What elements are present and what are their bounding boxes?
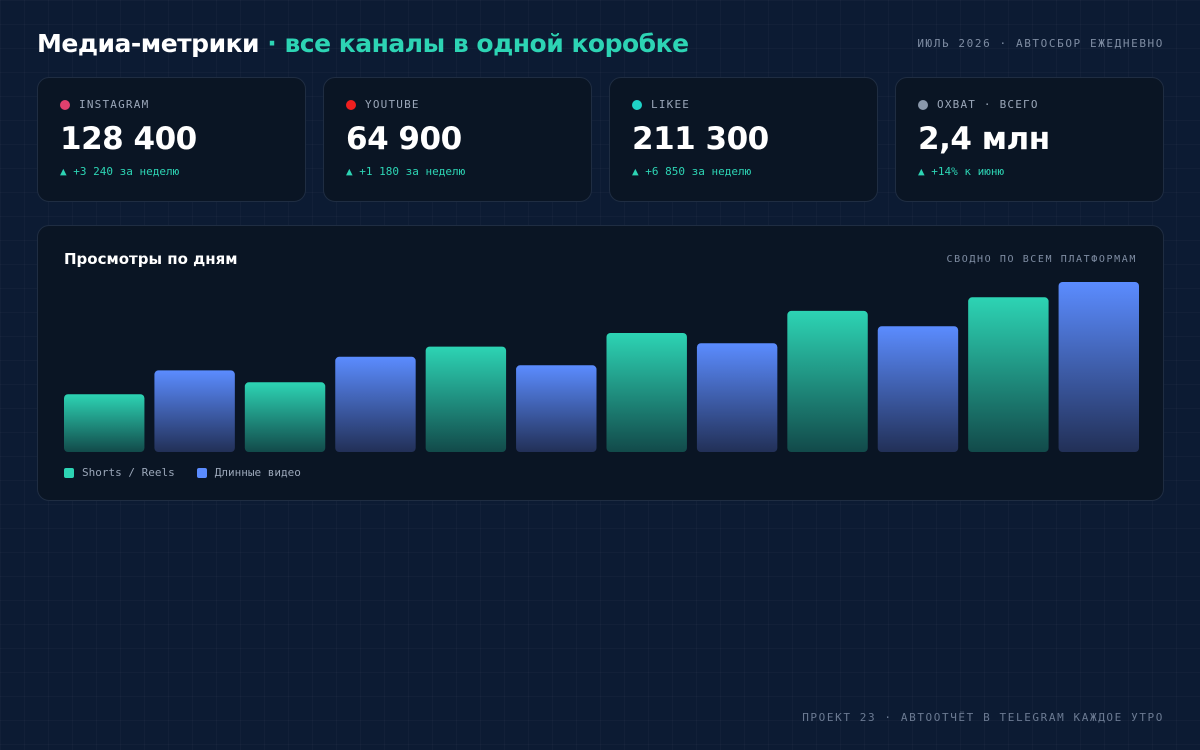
legend-label-shorts: Shorts / Reels xyxy=(82,466,175,479)
page-title-separator: · xyxy=(259,28,285,58)
card-value: 64 900 xyxy=(346,121,462,157)
bar-shorts-reels-11 xyxy=(968,297,1049,452)
bar-long-video-2 xyxy=(154,370,235,452)
header-meta: ИЮЛЬ 2026 · АВТОСБОР ЕЖЕДНЕВНО xyxy=(917,36,1164,50)
bar-shorts-reels-1 xyxy=(64,394,145,452)
card-delta: ▲ +6 850 за неделю xyxy=(632,165,752,178)
card-label-text: ОХВАТ · ВСЕГО xyxy=(937,98,1039,111)
youtube-dot-icon xyxy=(346,99,356,110)
likee-dot-icon xyxy=(632,99,642,110)
chart-subtitle: СВОДНО ПО ВСЕМ ПЛАТФОРМАМ xyxy=(946,254,1137,265)
card-value: 211 300 xyxy=(632,121,769,157)
metric-card-likee: LIKEE 211 300 ▲ +6 850 за неделю xyxy=(609,77,878,202)
bar-shorts-reels-5 xyxy=(425,346,507,452)
metric-card-reach-total: ОХВАТ · ВСЕГО 2,4 млн ▲ +14% к июню xyxy=(895,77,1164,202)
reach-dot-icon xyxy=(918,99,928,110)
bar-shorts-reels-7 xyxy=(606,333,687,452)
legend-item-shorts: Shorts / Reels xyxy=(64,466,175,479)
bar-long-video-10 xyxy=(877,326,959,452)
card-label: YOUTUBE xyxy=(346,98,569,111)
page-title-main: Медиа-метрики xyxy=(37,28,260,58)
bar-shorts-reels-3 xyxy=(244,382,326,452)
bar-shorts-reels-9 xyxy=(787,310,868,452)
metric-card-youtube: YOUTUBE 64 900 ▲ +1 180 за неделю xyxy=(323,77,592,202)
bar-long-video-6 xyxy=(516,365,597,452)
instagram-dot-icon xyxy=(60,99,70,110)
views-chart-panel: Просмотры по дням СВОДНО ПО ВСЕМ ПЛАТФОР… xyxy=(37,225,1164,501)
card-delta: ▲ +1 180 за неделю xyxy=(346,165,466,178)
legend-swatch-long-video xyxy=(196,467,207,478)
card-label: ОХВАТ · ВСЕГО xyxy=(918,98,1141,111)
legend-swatch-shorts xyxy=(64,467,74,478)
card-label: INSTAGRAM xyxy=(60,98,283,111)
bar-long-video-12 xyxy=(1058,282,1139,452)
page-title-accent: все каналы в одной коробке xyxy=(284,28,689,58)
page-title: Медиа-метрики · все каналы в одной короб… xyxy=(37,29,689,58)
card-delta: ▲ +3 240 за неделю xyxy=(60,165,180,178)
card-value: 2,4 млн xyxy=(918,121,1050,157)
metric-card-instagram: INSTAGRAM 128 400 ▲ +3 240 за неделю xyxy=(37,77,306,202)
card-value: 128 400 xyxy=(60,121,197,157)
header: Медиа-метрики · все каналы в одной короб… xyxy=(37,26,1164,60)
legend-label-long-video: Длинные видео xyxy=(214,466,301,479)
chart-legend: Shorts / Reels Длинные видео xyxy=(64,466,301,479)
card-delta: ▲ +14% к июню xyxy=(918,165,1005,178)
card-label-text: INSTAGRAM xyxy=(79,98,150,111)
footer-note: ПРОЕКТ 23 · АВТООТЧЁТ В TELEGRAM КАЖДОЕ … xyxy=(802,711,1164,724)
bar-long-video-4 xyxy=(335,356,416,452)
card-label: LIKEE xyxy=(632,98,855,111)
card-label-text: YOUTUBE xyxy=(365,98,420,111)
chart-title: Просмотры по дням xyxy=(64,250,238,268)
bar-long-video-8 xyxy=(696,343,778,452)
card-label-text: LIKEE xyxy=(651,98,691,111)
legend-item-long-video: Длинные видео xyxy=(196,466,301,479)
views-bar-chart xyxy=(64,282,1139,452)
